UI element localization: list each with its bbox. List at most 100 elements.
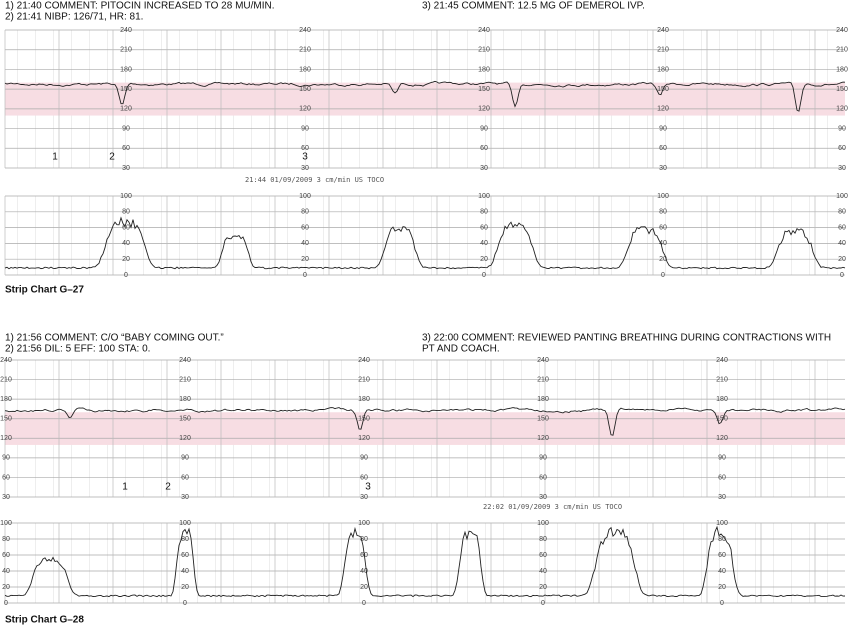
ua-scale-label: 60 [181,552,189,559]
ua-scale-label: 40 [360,568,368,575]
fhr-scale-label: 210 [537,376,549,383]
fhr-scale-label: 120 [716,435,728,442]
comment: 2) 21:56 DIL: 5 EFF: 100 STA: 0. [5,344,150,355]
ua-scale-label: 100 [179,520,191,527]
fhr-scale-label: 60 [301,145,309,152]
fhr-scale-label: 30 [122,165,130,172]
comment: PT AND COACH. [422,344,500,355]
ua-scale-label: 20 [181,584,189,591]
ua-scale-label: 40 [838,240,846,247]
ua-scale-label: 40 [539,568,547,575]
ua-scale-label: 40 [718,568,726,575]
ua-scale-label: 0 [303,272,307,279]
fhr-scale-label: 180 [299,66,311,73]
fhr-scale-label: 30 [301,165,309,172]
ua-scale-label: 20 [480,256,488,263]
ua-scale-label: 60 [480,224,488,231]
comment: 3) 21:45 COMMENT: 12.5 MG OF DEMEROL IVP… [422,1,645,12]
ua-scale-label: 60 [122,224,130,231]
ua-scale-label: 80 [718,536,726,543]
ua-scale-label: 80 [301,209,309,216]
ua-scale-label: 40 [2,568,10,575]
fhr-scale-label: 60 [480,145,488,152]
fhr-scale-label: 30 [659,165,667,172]
fhr-scale-label: 240 [179,357,191,364]
ua-scale-label: 80 [480,209,488,216]
ua-scale-label: 40 [181,568,189,575]
fhr-scale-label: 180 [836,66,848,73]
ua-scale-label: 100 [836,193,848,200]
ua-scale-label: 60 [838,224,846,231]
fhr-scale-label: 120 [299,106,311,113]
ua-scale-label: 0 [124,272,128,279]
ua-scale-label: 100 [299,193,311,200]
ua-grid [5,196,845,275]
fhr-scale-label: 240 [0,357,12,364]
fhr-scale-label: 240 [657,27,669,34]
fhr-scale-label: 150 [836,86,848,93]
event-marker: 1 [122,482,128,493]
fhr-scale-label: 90 [360,455,368,462]
fhr-scale-label: 30 [181,494,189,501]
ua-scale-label: 100 [537,520,549,527]
fhr-scale-label: 210 [716,376,728,383]
fhr-trace [4,80,846,112]
ua-scale-label: 20 [122,256,130,263]
ua-scale-label: 0 [541,600,545,607]
fhr-scale-label: 180 [179,396,191,403]
ua-scale-label: 60 [659,224,667,231]
fhr-scale-label: 150 [299,86,311,93]
fhr-scale-label: 90 [480,125,488,132]
ua-scale-label: 0 [720,600,724,607]
ua-scale-label: 0 [482,272,486,279]
fhr-trace [4,407,846,436]
fhr-scale-label: 240 [120,27,132,34]
fhr-scale-label: 240 [836,27,848,34]
ua-scale-label: 0 [362,600,366,607]
fhr-scale-label: 90 [181,455,189,462]
fhr-scale-label: 60 [838,145,846,152]
fhr-scale-label: 180 [0,396,12,403]
ua-scale-label: 60 [539,552,547,559]
comment: 1) 21:56 COMMENT: C/O “BABY COMING OUT.” [5,333,224,344]
strip-caption: Strip Chart G–28 [5,615,84,626]
fhr-scale-label: 180 [537,396,549,403]
ua-scale-label: 0 [661,272,665,279]
fhr-scale-label: 60 [122,145,130,152]
fhr-scale-label: 30 [718,494,726,501]
fhr-scale-label: 210 [358,376,370,383]
fhr-scale-label: 60 [2,474,10,481]
event-marker: 2 [165,482,171,493]
fhr-scale-label: 210 [836,47,848,54]
comment: 1) 21:40 COMMENT: PITOCIN INCREASED TO 2… [5,1,275,12]
ua-scale-label: 40 [480,240,488,247]
fhr-scale-label: 90 [122,125,130,132]
fhr-scale-label: 210 [179,376,191,383]
fhr-scale-label: 240 [358,357,370,364]
fhr-scale-label: 150 [0,416,12,423]
fhr-scale-label: 90 [838,125,846,132]
fhr-scale-label: 60 [659,145,667,152]
fhr-scale-label: 150 [716,416,728,423]
strip-caption: Strip Chart G–27 [5,285,84,296]
fhr-scale-label: 150 [120,86,132,93]
fhr-scale-label: 210 [657,47,669,54]
ua-scale-label: 20 [838,256,846,263]
ua-scale-label: 20 [360,584,368,591]
fhr-scale-label: 210 [0,376,12,383]
fhr-scale-label: 90 [539,455,547,462]
ua-scale-label: 80 [838,209,846,216]
ua-scale-label: 100 [478,193,490,200]
ua-scale-label: 40 [122,240,130,247]
strip: 1) 21:40 COMMENT: PITOCIN INCREASED TO 2… [4,1,848,296]
ua-scale-label: 40 [301,240,309,247]
fhr-scale-label: 30 [360,494,368,501]
ua-scale-label: 0 [4,600,8,607]
fhr-scale-label: 120 [657,106,669,113]
ua-scale-label: 20 [539,584,547,591]
fhr-scale-label: 60 [360,474,368,481]
fhr-scale-label: 30 [539,494,547,501]
ua-scale-label: 60 [2,552,10,559]
ua-scale-label: 100 [0,520,12,527]
